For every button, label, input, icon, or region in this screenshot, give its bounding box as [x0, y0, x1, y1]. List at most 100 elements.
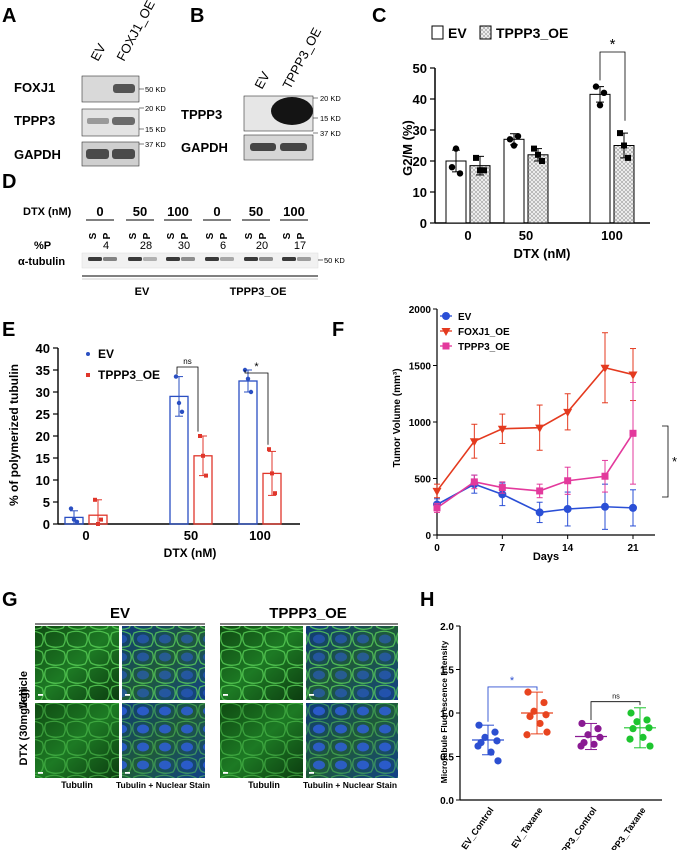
- data-point: [514, 133, 522, 140]
- band-supernatant: [166, 257, 180, 261]
- band-tppp3-oe: [112, 117, 135, 125]
- data-point: [248, 389, 254, 395]
- data-point: [526, 712, 534, 721]
- significance-label: *: [610, 36, 616, 53]
- data-point: [497, 425, 507, 434]
- x-tick-label: TPPP3_Control: [553, 805, 599, 850]
- series-line: [436, 366, 634, 492]
- panel-letter-c: C: [372, 5, 386, 27]
- panel-letter-a: A: [2, 5, 16, 27]
- significance-bracket: [244, 370, 269, 445]
- x-tick-label: 14: [562, 543, 574, 554]
- bar: [589, 93, 611, 224]
- x-tick-label: 50: [519, 228, 533, 243]
- y-tick-label: 1000: [409, 418, 432, 429]
- x-axis-label: DTX (nM): [164, 546, 217, 560]
- data-point: [629, 503, 637, 512]
- y-tick-label: 40: [36, 341, 50, 356]
- data-point: [68, 506, 74, 511]
- significance-bracket: [487, 686, 538, 722]
- data-point: [629, 429, 637, 437]
- bar: [238, 380, 258, 525]
- significance-bracket: [662, 425, 669, 498]
- legend-label-tppp3-oe: TPPP3_OE: [496, 25, 568, 41]
- data-point: [198, 434, 202, 438]
- legend-swatch-tppp3-oe: [479, 25, 492, 40]
- marker-label: 20 KD: [145, 104, 166, 113]
- dose-label: 0: [96, 204, 103, 219]
- data-point: [621, 142, 627, 149]
- data-point: [535, 151, 541, 158]
- data-point: [601, 472, 609, 480]
- band-tppp3-ev: [87, 118, 109, 124]
- row-label-vehicle: Vehicle: [18, 671, 30, 709]
- y-tick-label: 1500: [409, 362, 432, 373]
- tubulin-overlay: [220, 703, 303, 778]
- y-tick-label: 0.0: [440, 796, 454, 807]
- dose-label: 50: [249, 204, 263, 219]
- data-point: [481, 167, 487, 174]
- data-point: [493, 737, 501, 745]
- data-point: [452, 145, 460, 152]
- data-point: [645, 724, 653, 732]
- y-tick-label: 35: [36, 363, 50, 378]
- fraction-label: P: [102, 232, 113, 239]
- y-tick-label: 10: [36, 473, 50, 488]
- data-point: [628, 371, 638, 380]
- row-label-tppp3: TPPP3: [14, 113, 55, 128]
- band-gapdh-oe: [280, 143, 307, 151]
- legend-label-ev: EV: [98, 347, 114, 361]
- lane-label-ev: EV: [87, 41, 109, 64]
- scale-bar: [223, 772, 228, 774]
- x-tick-label: EV_Taxane: [509, 805, 544, 850]
- fraction-label: P: [180, 232, 191, 239]
- lane-label-tppp3-oe: TPPP3_OE: [279, 25, 324, 92]
- data-point: [536, 487, 544, 495]
- y-tick-label: 500: [414, 475, 431, 486]
- data-point: [596, 733, 604, 741]
- data-point: [596, 102, 604, 109]
- data-point: [617, 130, 623, 137]
- scale-bar: [38, 772, 43, 774]
- panel-letter-f: F: [332, 319, 344, 341]
- panel-d-tubulin-blot: DTX (nM) %P α-tubulin 50 KD EV TPPP3_OE: [18, 206, 345, 298]
- tubulin-blot-strip: [81, 252, 319, 269]
- y-tick-label: 1.0: [440, 709, 454, 720]
- significance-bracket: [590, 701, 641, 720]
- scale-bar: [309, 694, 314, 696]
- group-label-tppp3-oe: TPPP3_OE: [230, 286, 287, 298]
- data-point: [474, 742, 482, 750]
- bar: [527, 154, 549, 224]
- dose-label: 50: [133, 204, 147, 219]
- y-tick-label: 1.5: [440, 666, 454, 677]
- data-point: [487, 748, 495, 756]
- data-point: [433, 504, 441, 512]
- x-axis-label: Days: [533, 551, 559, 563]
- data-point: [99, 517, 103, 522]
- marker-label: 37 KD: [145, 140, 166, 149]
- fraction-label: S: [282, 232, 293, 239]
- tubulin-overlay: [35, 703, 119, 778]
- x-tick-label: 0: [434, 543, 440, 554]
- data-point: [245, 376, 251, 381]
- data-point: [491, 728, 499, 736]
- marker-label: 50 KD: [145, 85, 166, 94]
- x-tick-label: 100: [249, 528, 271, 543]
- fraction-label: S: [88, 232, 99, 239]
- band-pellet: [297, 257, 311, 261]
- band-gapdh-ev: [250, 143, 276, 151]
- data-point: [201, 453, 205, 458]
- data-point: [600, 89, 608, 97]
- row-label-gapdh: GAPDH: [181, 140, 228, 155]
- band-supernatant: [205, 257, 219, 261]
- tubulin-overlay: [35, 626, 119, 700]
- data-point: [506, 136, 514, 143]
- data-point: [523, 731, 531, 739]
- x-tick-label: 0: [464, 228, 471, 243]
- y-tick-label: 0.5: [440, 753, 454, 764]
- y-tick-label: 20: [36, 429, 50, 444]
- row-label-dtx: DTX (30mg/kg): [18, 688, 30, 765]
- data-point: [477, 167, 483, 174]
- x-tick-label: 7: [500, 543, 506, 554]
- data-point: [629, 725, 637, 733]
